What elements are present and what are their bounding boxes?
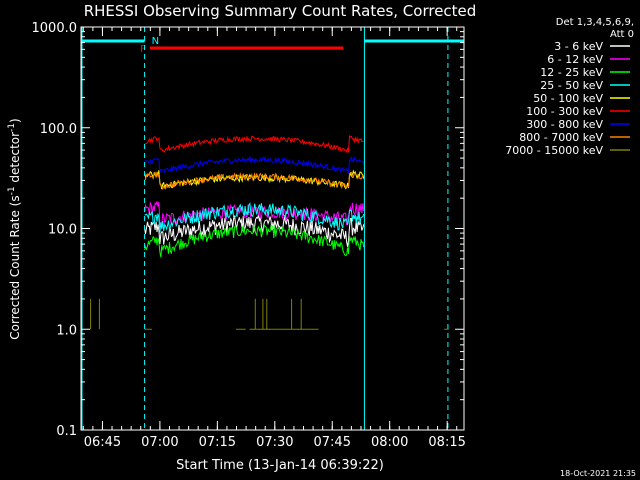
y-axis-label: Corrected Count Rate (s-1 detector-1) <box>7 118 22 339</box>
legend-entry-label: 7000 - 15000 keV <box>505 144 603 157</box>
y-tick-label: 1000.0 <box>32 21 78 36</box>
series-line <box>144 135 364 153</box>
x-tick-label: 08:00 <box>371 435 408 450</box>
legend-header: Det 1,3,4,5,6,9, <box>556 17 634 28</box>
y-tick-label: 0.1 <box>56 424 77 439</box>
series-line <box>90 298 449 330</box>
legend-entry-label: 100 - 300 keV <box>526 105 603 118</box>
timestamp: 18-Oct-2021 21:35 <box>560 469 636 478</box>
x-axis-label: Start Time (13-Jan-14 06:39:22) <box>176 458 384 473</box>
x-tick-label: 07:45 <box>314 435 351 450</box>
x-tick-label: 06:45 <box>84 435 121 450</box>
legend-entry-label: 800 - 7000 keV <box>519 131 603 144</box>
legend-entry-label: 12 - 25 keV <box>540 66 603 79</box>
x-tick-label: 07:00 <box>141 435 178 450</box>
series-line <box>144 171 365 191</box>
flare-label: F <box>140 44 146 55</box>
series-line <box>144 214 365 247</box>
series-line <box>144 202 365 233</box>
chart-title: RHESSI Observing Summary Count Rates, Co… <box>84 2 477 20</box>
x-tick-label: 07:30 <box>256 435 293 450</box>
y-axis: 1000.0 100.0 10.0 1.0 0.1 <box>32 21 464 439</box>
y-tick-label: 10.0 <box>48 223 77 238</box>
series-line <box>144 223 365 258</box>
legend-entry-label: 50 - 100 keV <box>533 92 603 105</box>
y-axis-label-part: Corrected Count Rate (s <box>8 195 22 339</box>
y-tick-label: 100.0 <box>40 122 77 137</box>
annotation-layer: NF <box>81 27 464 430</box>
legend-entry-label: 25 - 50 keV <box>540 79 603 92</box>
legend-header: Att 0 <box>610 29 634 40</box>
y-tick-label: 1.0 <box>56 323 77 338</box>
legend-entry-label: 6 - 12 keV <box>547 53 603 66</box>
y-axis-label-part: detector <box>8 132 22 187</box>
y-axis-label-part: ) <box>8 118 22 123</box>
legend-entry-label: 300 - 800 keV <box>526 118 603 131</box>
legend-entry-label: 3 - 6 keV <box>554 40 603 53</box>
x-tick-label: 08:15 <box>428 435 465 450</box>
y-axis-label-sup: -1 <box>7 186 17 195</box>
series-layer <box>90 135 449 330</box>
x-tick-label: 07:15 <box>199 435 236 450</box>
x-axis: 06:45 07:00 07:15 07:30 07:45 08:00 08:15 <box>82 27 466 450</box>
series-line <box>144 155 365 174</box>
night-label: N <box>152 36 159 47</box>
y-axis-label-sup: -1 <box>7 123 17 132</box>
